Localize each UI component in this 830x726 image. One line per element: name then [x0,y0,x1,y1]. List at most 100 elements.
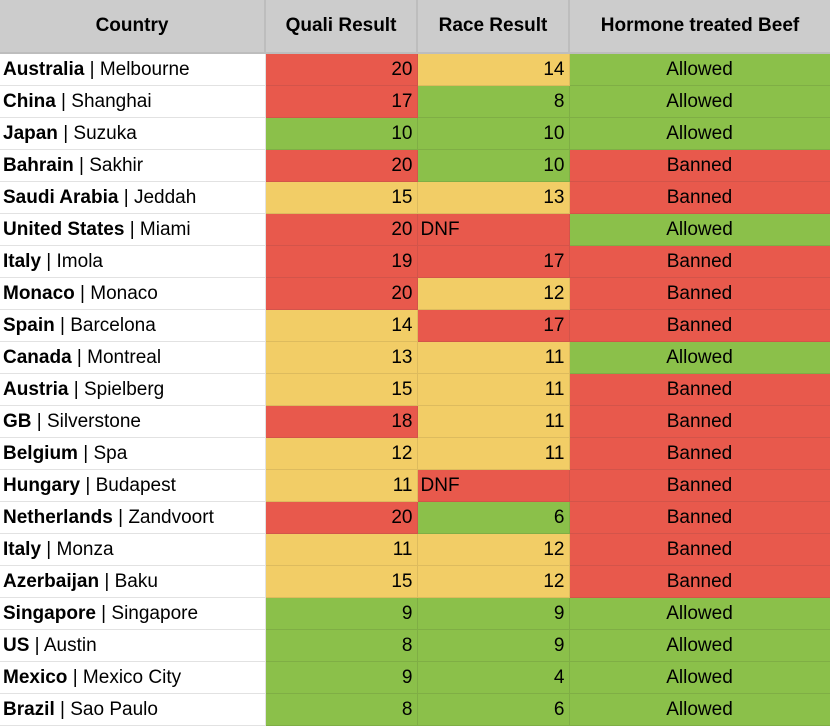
cell-quali-result[interactable]: 20 [264,213,418,246]
cell-hormone-beef[interactable]: Banned [568,181,830,214]
cell-country[interactable]: GB | Silverstone [0,405,266,438]
cell-hormone-beef[interactable]: Banned [568,437,830,470]
header-quali-result[interactable]: Quali Result [265,0,418,54]
cell-hormone-beef[interactable]: Allowed [568,117,830,150]
cell-country[interactable]: Italy | Monza [0,533,266,566]
cell-quali-result[interactable]: 8 [264,629,418,662]
cell-country[interactable]: Hungary | Budapest [0,469,266,502]
cell-country[interactable]: Spain | Barcelona [0,309,266,342]
city-name: Barcelona [70,314,156,336]
cell-race-result[interactable]: 6 [416,693,570,726]
cell-country[interactable]: Mexico | Mexico City [0,661,266,694]
cell-country[interactable]: Monaco | Monaco [0,277,266,310]
country-name: US [3,634,30,656]
cell-quali-result[interactable]: 19 [264,245,418,278]
cell-race-result[interactable]: 11 [416,405,570,438]
cell-hormone-beef[interactable]: Allowed [568,661,830,694]
cell-race-result[interactable]: 17 [416,245,570,278]
header-hormone-treated-beef[interactable]: Hormone treated Beef [569,0,830,54]
cell-hormone-beef[interactable]: Allowed [568,597,830,630]
cell-race-result[interactable]: DNF [416,213,570,246]
cell-country[interactable]: United States | Miami [0,213,266,246]
cell-quali-result[interactable]: 15 [264,565,418,598]
header-race-result[interactable]: Race Result [417,0,570,54]
cell-race-result[interactable]: 6 [416,501,570,534]
cell-race-result[interactable]: 4 [416,661,570,694]
cell-race-result[interactable]: 12 [416,533,570,566]
cell-hormone-beef[interactable]: Banned [568,469,830,502]
cell-quali-result[interactable]: 14 [264,309,418,342]
cell-race-result[interactable]: 9 [416,597,570,630]
cell-country[interactable]: Singapore | Singapore [0,597,266,630]
cell-hormone-beef[interactable]: Banned [568,149,830,182]
cell-hormone-beef[interactable]: Banned [568,565,830,598]
table-row: Netherlands | Zandvoort 20 6 Banned [0,501,830,534]
cell-quali-result[interactable]: 18 [264,405,418,438]
cell-country[interactable]: Canada | Montreal [0,341,266,374]
cell-race-result[interactable]: 10 [416,149,570,182]
cell-country[interactable]: Belgium | Spa [0,437,266,470]
cell-country[interactable]: Japan | Suzuka [0,117,266,150]
country-name: Brazil [3,698,55,720]
cell-quali-result[interactable]: 20 [264,277,418,310]
cell-country[interactable]: Saudi Arabia | Jeddah [0,181,266,214]
cell-hormone-beef[interactable]: Allowed [568,341,830,374]
cell-country[interactable]: Italy | Imola [0,245,266,278]
city-name: Monza [56,538,114,560]
separator: | [71,346,88,368]
header-country[interactable]: Country [0,0,266,54]
cell-quali-result[interactable]: 20 [264,501,418,534]
cell-hormone-beef[interactable]: Allowed [568,85,830,118]
cell-hormone-beef[interactable]: Allowed [568,213,830,246]
table-row: Monaco | Monaco 20 12 Banned [0,277,830,310]
cell-hormone-beef[interactable]: Banned [568,501,830,534]
cell-hormone-beef[interactable]: Banned [568,245,830,278]
cell-race-result[interactable]: 12 [416,277,570,310]
cell-race-result[interactable]: 10 [416,117,570,150]
cell-country[interactable]: China | Shanghai [0,85,266,118]
cell-quali-result[interactable]: 10 [264,117,418,150]
cell-country[interactable]: Bahrain | Sakhir [0,149,266,182]
cell-race-result[interactable]: 14 [416,52,570,86]
cell-race-result[interactable]: 11 [416,373,570,406]
cell-hormone-beef[interactable]: Banned [568,309,830,342]
city-name: Monaco [90,282,158,304]
cell-quali-result[interactable]: 12 [264,437,418,470]
cell-country[interactable]: Austria | Spielberg [0,373,266,406]
cell-country[interactable]: Netherlands | Zandvoort [0,501,266,534]
cell-race-result[interactable]: 17 [416,309,570,342]
cell-quali-result[interactable]: 15 [264,181,418,214]
cell-race-result[interactable]: 11 [416,341,570,374]
cell-hormone-beef[interactable]: Banned [568,277,830,310]
cell-race-result[interactable]: 11 [416,437,570,470]
cell-quali-result[interactable]: 20 [264,52,418,86]
separator: | [67,666,83,688]
cell-race-result[interactable]: 12 [416,565,570,598]
cell-race-result[interactable]: DNF [416,469,570,502]
cell-race-result[interactable]: 13 [416,181,570,214]
cell-country[interactable]: US | Austin [0,629,266,662]
cell-quali-result[interactable]: 9 [264,597,418,630]
cell-quali-result[interactable]: 20 [264,149,418,182]
cell-hormone-beef[interactable]: Banned [568,373,830,406]
cell-quali-result[interactable]: 17 [264,85,418,118]
cell-country[interactable]: Australia | Melbourne [0,52,266,86]
cell-country[interactable]: Brazil | Sao Paulo [0,693,266,726]
cell-quali-result[interactable]: 11 [264,533,418,566]
cell-hormone-beef[interactable]: Allowed [568,629,830,662]
separator: | [74,282,91,304]
cell-quali-result[interactable]: 8 [264,693,418,726]
cell-quali-result[interactable]: 15 [264,373,418,406]
cell-race-result[interactable]: 9 [416,629,570,662]
cell-quali-result[interactable]: 11 [264,469,418,502]
cell-quali-result[interactable]: 9 [264,661,418,694]
table-row: US | Austin 8 9 Allowed [0,629,830,662]
cell-hormone-beef[interactable]: Banned [568,533,830,566]
cell-hormone-beef[interactable]: Allowed [568,52,830,86]
cell-hormone-beef[interactable]: Allowed [568,693,830,726]
separator: | [55,90,72,112]
cell-hormone-beef[interactable]: Banned [568,405,830,438]
cell-country[interactable]: Azerbaijan | Baku [0,565,266,598]
cell-quali-result[interactable]: 13 [264,341,418,374]
cell-race-result[interactable]: 8 [416,85,570,118]
